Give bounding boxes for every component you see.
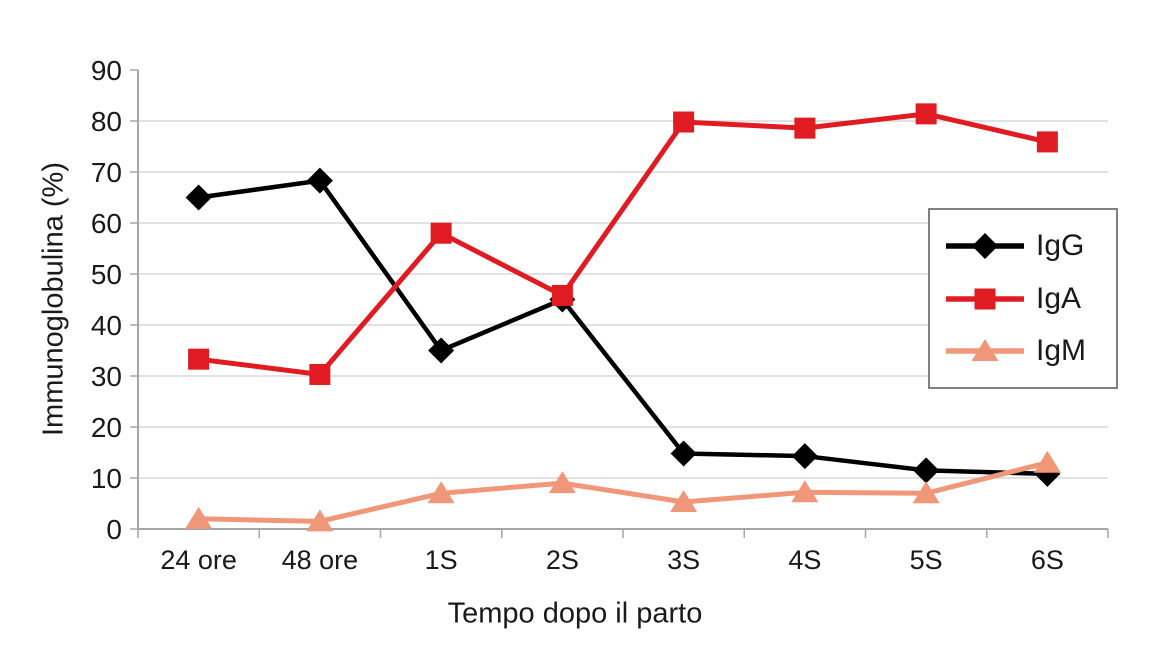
legend-label-igg: IgG	[1036, 228, 1085, 262]
marker-iga-4	[673, 111, 695, 133]
legend-item-igm: IgM	[944, 334, 1116, 368]
marker-igm-5	[791, 480, 819, 503]
marker-igm-3	[548, 471, 576, 494]
marker-igg-1	[306, 167, 333, 194]
marker-igm-6	[912, 481, 940, 504]
y-tick-label: 80	[91, 106, 122, 137]
square-icon	[946, 288, 1024, 309]
x-axis-title: Tempo dopo il parto	[447, 597, 703, 630]
diamond-icon	[946, 232, 1024, 259]
y-tick-label: 90	[91, 55, 122, 86]
y-tick-label: 20	[91, 412, 122, 443]
legend-label-igm: IgM	[1036, 334, 1087, 368]
series-line-iga	[198, 111, 1048, 378]
legend-label-iga: IgA	[1036, 281, 1082, 315]
marker-iga-7	[1036, 131, 1058, 153]
x-tick-label: 4S	[788, 545, 821, 575]
legend-item-igg: IgG	[944, 229, 1116, 263]
marker-igg-5	[791, 443, 818, 470]
y-tick-label: 0	[106, 514, 122, 545]
x-tick-label: 3S	[667, 545, 700, 575]
marker-igm-7	[1033, 450, 1061, 473]
marker-iga-2	[430, 222, 452, 244]
x-tick-label: 5S	[910, 545, 943, 575]
marker-igg-0	[185, 184, 212, 211]
marker-igm-0	[185, 506, 213, 529]
marker-iga-6	[915, 103, 937, 125]
y-tick-label: 30	[91, 361, 122, 392]
marker-igg-4	[670, 440, 697, 467]
series-line-igg	[198, 178, 1048, 477]
series-line-igm	[198, 460, 1048, 524]
x-tick-label: 1S	[425, 545, 458, 575]
legend: IgG IgA IgM	[928, 208, 1118, 389]
y-tick-label: 60	[91, 208, 122, 239]
y-tick-label: 50	[91, 259, 122, 290]
y-axis-title: Immunoglobulina (%)	[37, 161, 70, 437]
marker-iga-0	[188, 348, 210, 370]
marker-igg-2	[428, 337, 455, 364]
triangle-icon	[946, 339, 1024, 362]
legend-item-iga: IgA	[944, 282, 1116, 316]
x-tick-label: 48 ore	[282, 545, 359, 575]
marker-iga-5	[794, 117, 816, 139]
marker-igm-4	[670, 489, 698, 512]
x-tick-label: 2S	[546, 545, 579, 575]
marker-iga-3	[551, 284, 573, 306]
marker-iga-1	[309, 363, 331, 385]
y-tick-label: 10	[91, 463, 122, 494]
y-tick-label: 40	[91, 310, 122, 341]
x-tick-label: 24 ore	[160, 545, 237, 575]
y-tick-label: 70	[91, 157, 122, 188]
x-tick-label: 6S	[1031, 545, 1064, 575]
marker-igm-2	[427, 481, 455, 504]
marker-igg-6	[913, 457, 940, 484]
marker-igm-1	[306, 509, 334, 532]
